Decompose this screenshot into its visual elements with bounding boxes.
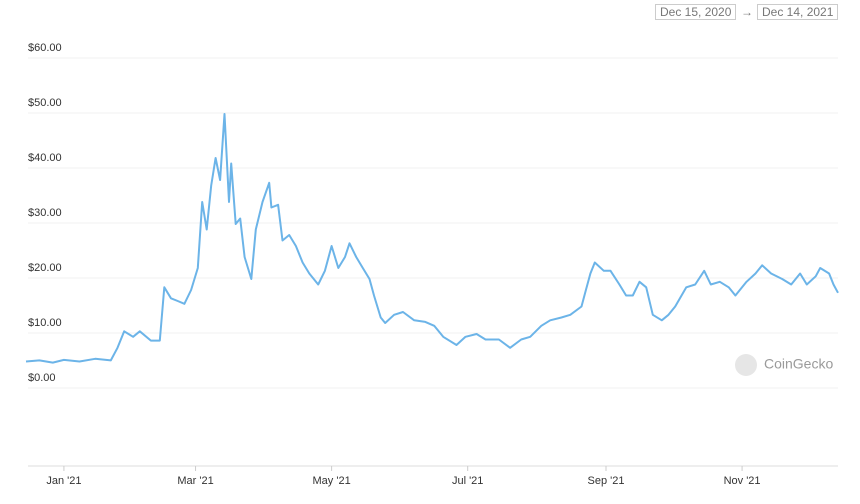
y-tick-label: $20.00	[28, 262, 62, 274]
x-tick-label: May '21	[313, 475, 351, 487]
y-tick-label: $50.00	[28, 97, 62, 109]
date-to[interactable]: Dec 14, 2021	[757, 4, 839, 20]
arrow: →	[741, 5, 753, 19]
date-range-end[interactable]: Dec 14, 2021	[757, 3, 839, 22]
watermark: CoinGecko	[764, 356, 833, 372]
y-tick-label: $0.00	[28, 372, 56, 384]
price-line	[25, 113, 839, 364]
x-tick-label: Sep '21	[588, 475, 625, 487]
y-tick-label: $30.00	[28, 207, 62, 219]
y-tick-label: $40.00	[28, 152, 62, 164]
date-from[interactable]: Dec 15, 2020	[655, 4, 737, 20]
watermark-logo	[735, 354, 757, 376]
y-tick-label: $60.00	[28, 42, 62, 54]
y-tick-label: $10.00	[28, 317, 62, 329]
date-range-separator: →	[741, 3, 753, 22]
x-tick-label: Jan '21	[46, 475, 81, 487]
date-range-start[interactable]: Dec 15, 2020	[655, 3, 737, 22]
x-tick-label: Nov '21	[724, 475, 761, 487]
x-tick-label: Jul '21	[452, 475, 483, 487]
x-tick-label: Mar '21	[177, 475, 213, 487]
